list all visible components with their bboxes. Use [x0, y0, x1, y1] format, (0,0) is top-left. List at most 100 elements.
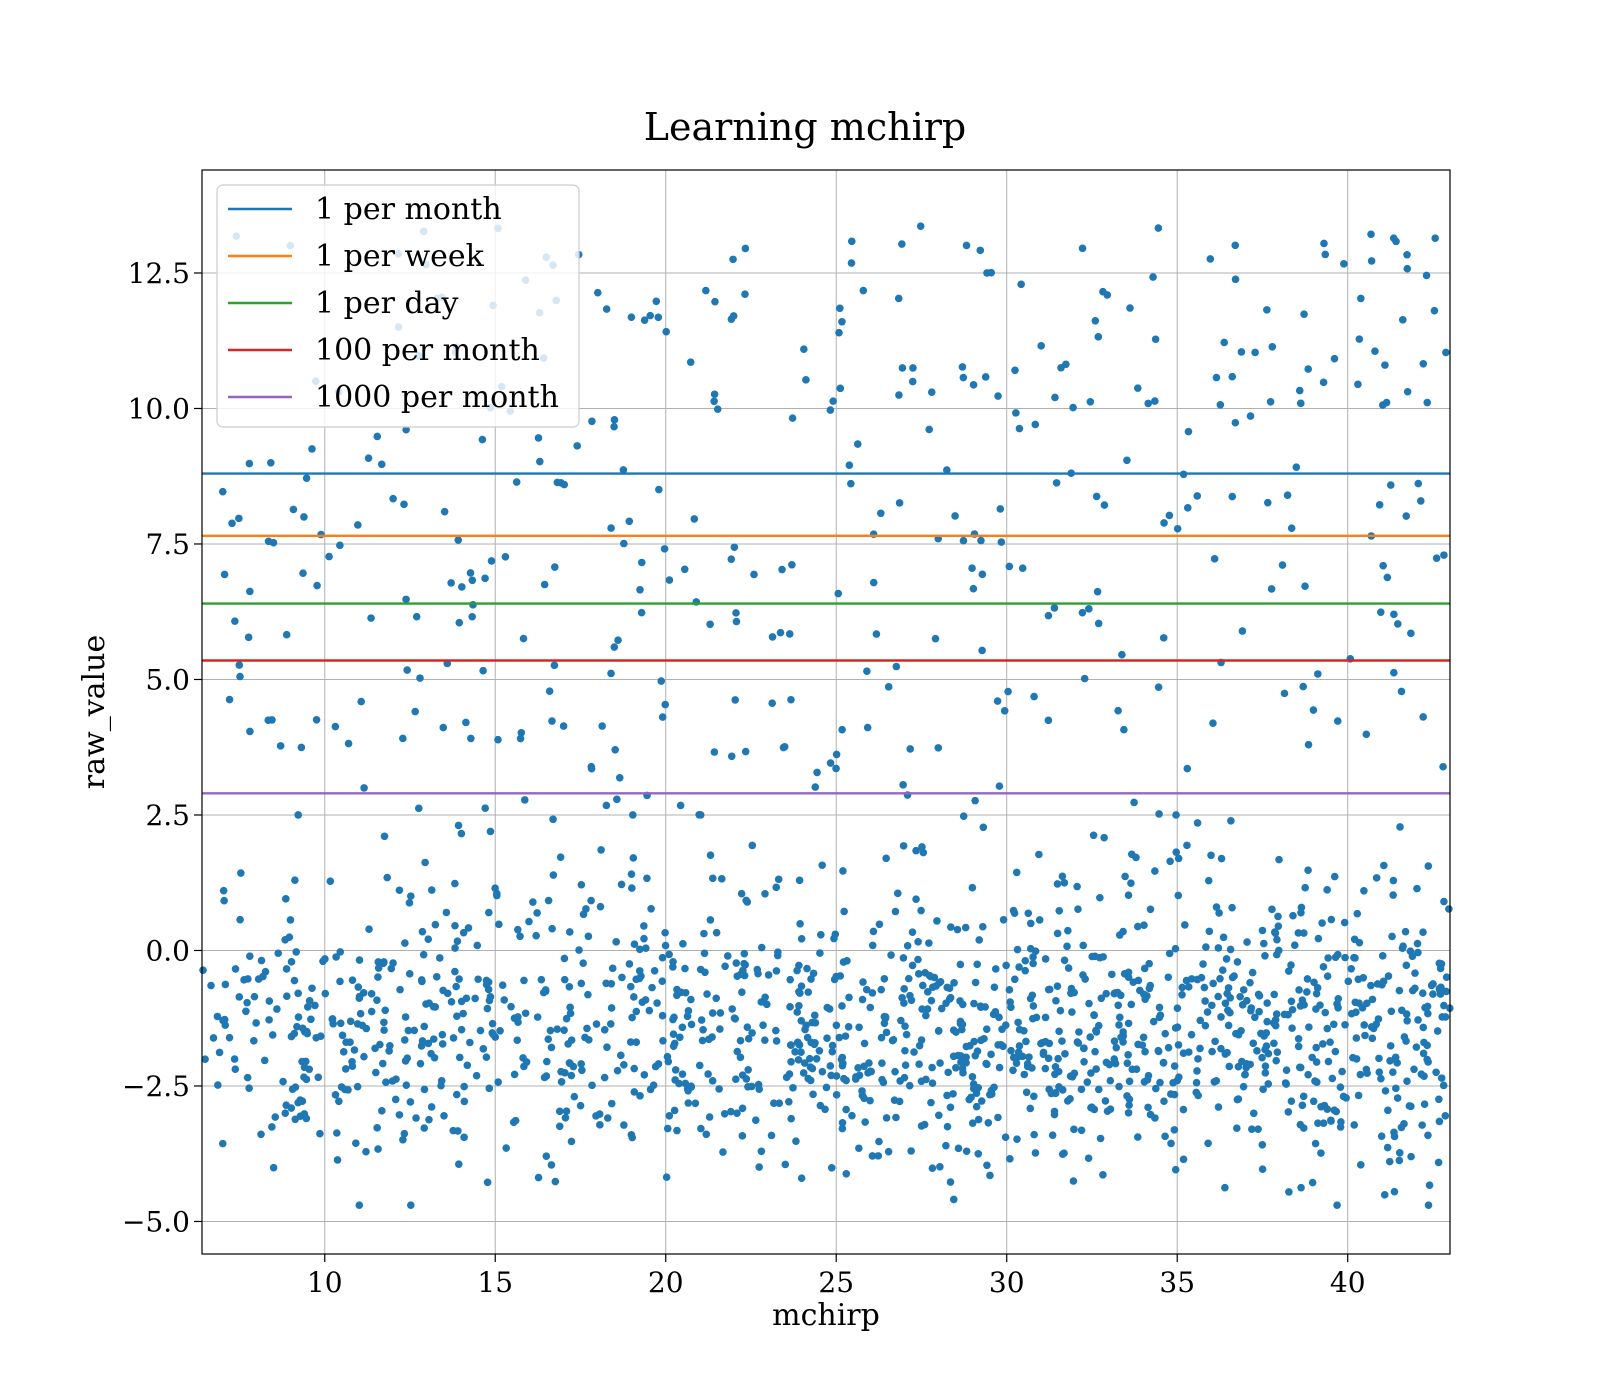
scatter-point: [822, 1083, 831, 1092]
scatter-point: [1440, 551, 1448, 559]
scatter-point: [410, 1026, 419, 1035]
scatter-point: [1301, 582, 1309, 591]
scatter-point: [1026, 919, 1035, 928]
scatter-point: [1145, 959, 1153, 968]
scatter-point: [293, 1022, 301, 1031]
scatter-point: [577, 979, 586, 988]
scatter-point: [287, 958, 296, 966]
scatter-point: [402, 1081, 411, 1089]
threshold-layer: [202, 472, 1450, 795]
scatter-point: [1011, 366, 1019, 375]
scatter-point: [336, 977, 344, 986]
scatter-point: [405, 899, 414, 907]
scatter-point: [267, 458, 275, 467]
scatter-point: [246, 587, 254, 596]
scatter-point: [927, 1098, 935, 1107]
scatter-point: [402, 595, 410, 604]
scatter-point: [1225, 1062, 1234, 1071]
scatter-point: [1031, 420, 1040, 429]
scatter-point: [791, 1048, 799, 1056]
scatter-point: [826, 406, 835, 414]
scatter-point: [1233, 958, 1242, 966]
scatter-point: [1080, 674, 1089, 683]
scatter-point: [1063, 942, 1071, 951]
scatter-point: [516, 932, 524, 941]
scatter-point: [1395, 1156, 1404, 1165]
scatter-point: [294, 811, 303, 819]
scatter-point: [411, 707, 419, 716]
scatter-point: [289, 505, 298, 514]
scatter-point: [1037, 342, 1045, 350]
scatter-point: [412, 612, 421, 621]
scatter-point: [1324, 1057, 1333, 1066]
scatter-point: [373, 1124, 381, 1132]
scatter-point: [597, 846, 605, 854]
y-tick-label: −5.0: [122, 1205, 190, 1238]
scatter-point: [874, 1152, 883, 1160]
scatter-point: [567, 1137, 576, 1146]
scatter-point: [607, 1004, 616, 1012]
scatter-point: [1272, 1010, 1281, 1018]
scatter-point: [1099, 1171, 1107, 1179]
scatter-point: [1051, 393, 1059, 402]
scatter-point: [1280, 1010, 1289, 1019]
scatter-point: [1064, 926, 1072, 935]
scatter-point: [479, 1045, 488, 1053]
scatter-point: [795, 1001, 803, 1010]
scatter-point: [1314, 1119, 1322, 1128]
scatter-point: [476, 1026, 485, 1035]
scatter-point: [1304, 365, 1313, 373]
scatter-point: [684, 1007, 693, 1015]
scatter-point: [891, 1067, 899, 1076]
scatter-point: [995, 1063, 1004, 1072]
scatter-point: [959, 536, 968, 545]
scatter-point: [695, 810, 703, 819]
scatter-point: [898, 993, 906, 1002]
scatter-point: [1055, 906, 1064, 915]
scatter-point: [1193, 492, 1202, 500]
scatter-point: [373, 432, 382, 441]
scatter-point: [900, 985, 908, 993]
scatter-point: [1314, 670, 1322, 678]
scatter-point: [1420, 1100, 1429, 1109]
scatter-point: [231, 965, 240, 973]
scatter-point: [785, 630, 794, 638]
scatter-point: [1018, 564, 1027, 573]
scatter-point: [1414, 1016, 1422, 1024]
scatter-point: [424, 1039, 433, 1048]
scatter-point: [1044, 985, 1053, 994]
scatter-point: [1424, 1131, 1432, 1140]
scatter-point: [1181, 921, 1189, 929]
scatter-point: [1117, 1033, 1125, 1042]
scatter-point: [1375, 501, 1384, 509]
scatter-point: [1299, 682, 1308, 691]
scatter-point: [872, 630, 881, 638]
scatter-point: [373, 996, 381, 1004]
scatter-point: [1022, 1088, 1031, 1097]
scatter-point: [548, 924, 556, 933]
scatter-point: [700, 949, 709, 958]
scatter-point: [1234, 1095, 1243, 1103]
scatter-point: [1146, 1110, 1155, 1119]
scatter-point: [1310, 978, 1318, 987]
scatter-point: [956, 960, 965, 969]
scatter-point: [520, 796, 529, 804]
scatter-point: [710, 390, 719, 399]
scatter-point: [620, 1121, 628, 1129]
scatter-point: [510, 1014, 519, 1022]
scatter-point: [1208, 1001, 1216, 1010]
scatter-point: [402, 425, 410, 434]
y-axis-label: raw_value: [77, 635, 112, 789]
scatter-point: [356, 1009, 365, 1018]
scatter-point: [336, 541, 344, 550]
scatter-point: [435, 954, 444, 962]
scatter-point: [1045, 1039, 1054, 1048]
scatter-point: [562, 1014, 571, 1023]
scatter-point: [1413, 884, 1421, 893]
scatter-point: [1445, 905, 1453, 913]
scatter-point: [698, 1036, 707, 1045]
scatter-point: [841, 1032, 850, 1040]
scatter-point: [550, 563, 559, 571]
scatter-point: [1410, 1065, 1418, 1074]
scatter-point: [1285, 1188, 1293, 1196]
